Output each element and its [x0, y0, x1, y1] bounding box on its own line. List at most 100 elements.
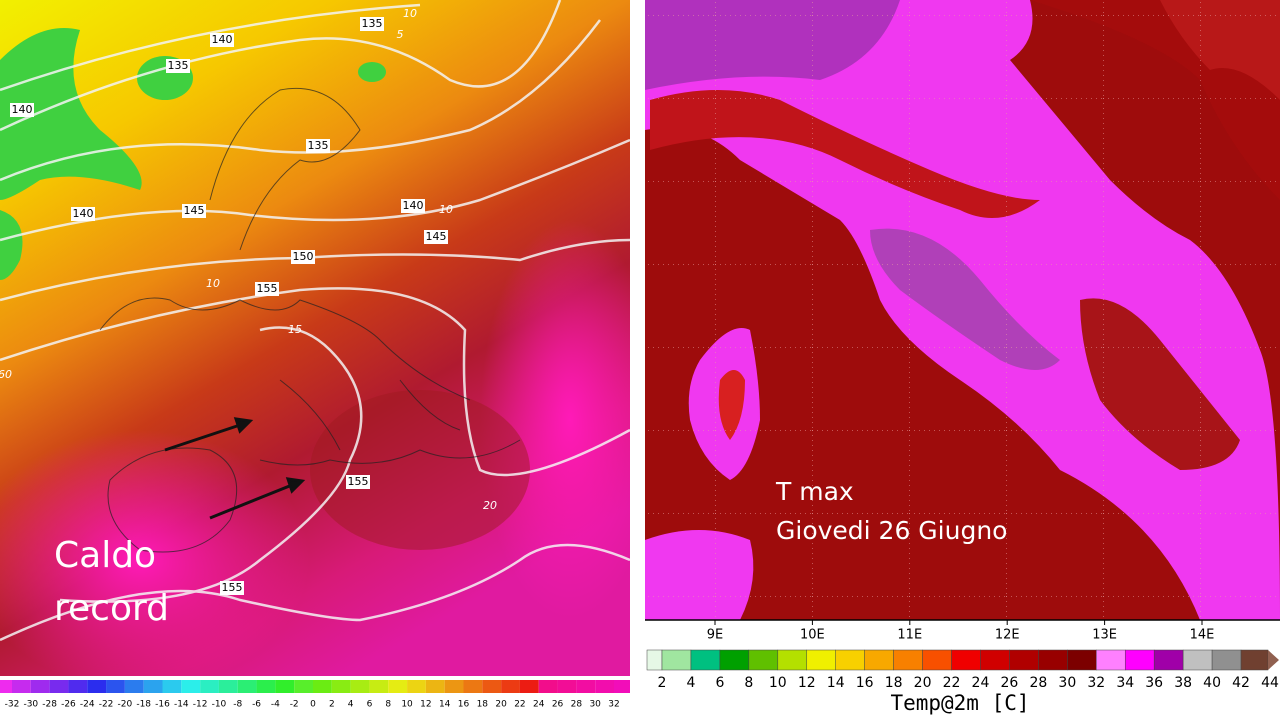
colorbar-label: -6 [252, 700, 261, 710]
label-box [291, 250, 315, 264]
colorbar-swatch [1182, 649, 1213, 671]
colorbar-label: 18 [885, 675, 903, 691]
contour-label: 155 [222, 581, 243, 594]
colorbar-swatch [200, 680, 219, 693]
label-box [401, 199, 425, 213]
colorbar-swatch [806, 649, 836, 671]
colorbar-swatch [482, 680, 502, 693]
colorbar-swatch [1038, 649, 1068, 671]
colorbar-label: -32 [5, 700, 20, 710]
colorbar-swatch [980, 649, 1010, 671]
colorbar-swatch [777, 649, 808, 671]
contour-label: 150 [293, 250, 314, 263]
colorbar-label: 20 [914, 675, 932, 691]
colorbar-label: 40 [1203, 675, 1221, 691]
label-box [424, 230, 448, 244]
colorbar-label: 2 [329, 700, 335, 710]
colorbar-label: 8 [385, 700, 391, 710]
colorbar-swatch [181, 680, 201, 693]
hot-area [0, 430, 310, 690]
colorbar-swatch [501, 680, 520, 693]
colorbar-swatch [893, 649, 923, 671]
colorbar-label: -18 [136, 700, 151, 710]
colorbar-swatch [124, 680, 144, 693]
colorbar-swatch [444, 680, 464, 693]
green-area [358, 62, 386, 82]
contour-label: 145 [426, 230, 447, 243]
colorbar-label: 32 [1087, 675, 1105, 691]
colorbar-swatch [1124, 649, 1155, 671]
colorbar-label: 6 [715, 675, 724, 691]
colorbar-label: 30 [589, 700, 601, 710]
colorbar-swatch [407, 680, 426, 693]
colorbar-label: 28 [571, 700, 583, 710]
colorbar-swatch [87, 680, 107, 693]
colorbar-swatch [463, 680, 483, 693]
colorbar-label: 24 [533, 700, 545, 710]
contours [0, 0, 631, 642]
colorbar-swatch [576, 680, 596, 693]
colorbar-label: 2 [658, 675, 667, 691]
colorbar-label: 22 [943, 675, 961, 691]
label-box [71, 207, 95, 221]
contour-label: 140 [403, 199, 424, 212]
green-area [0, 210, 23, 280]
green-area [0, 28, 142, 200]
colorbar-swatch [922, 649, 952, 671]
colorbar-label: 6 [367, 700, 373, 710]
colorbar-swatch [425, 680, 445, 693]
overlay-text: Giovedi 26 Giugno [776, 516, 1007, 545]
colorbar-label: -14 [174, 700, 189, 710]
colorbar-label: 44 [1261, 675, 1279, 691]
contour-label: 20 [483, 499, 497, 512]
colorbar-swatch [595, 680, 614, 693]
colorbar-swatch [1067, 649, 1097, 671]
colorbar-label: 28 [1029, 675, 1047, 691]
label-box [166, 59, 190, 73]
colorbar-label: 12 [420, 700, 431, 710]
colorbar-label: 4 [686, 675, 695, 691]
contour-label: 140 [73, 207, 94, 220]
colorbar-label: 22 [514, 700, 525, 710]
lon-label: 13E [1092, 628, 1117, 643]
coastlines [99, 87, 521, 553]
colorbar-swatch [30, 680, 50, 693]
overlay-text: record [54, 588, 169, 629]
contour-label: 135 [168, 59, 189, 72]
colorbar-swatch [331, 680, 351, 693]
hot-area [480, 220, 660, 620]
colorbar-swatch [237, 680, 257, 693]
label-box [306, 139, 330, 153]
colorbar-swatch [519, 680, 539, 693]
colorbar-label: 32 [608, 700, 619, 710]
lon-label: 14E [1190, 628, 1215, 643]
colorbar-label: 34 [1116, 675, 1134, 691]
colorbar-label: 10 [401, 700, 413, 710]
contour-label: 5 [397, 28, 404, 41]
colorbar-swatch [369, 680, 389, 693]
colorbar-label: -28 [42, 700, 57, 710]
colorbar-swatch [646, 649, 663, 671]
colorbar-swatch [690, 649, 721, 671]
label-box [210, 33, 234, 47]
lon-label: 9E [707, 628, 724, 643]
colorbar-label: -10 [212, 700, 227, 710]
colorbar-swatch [256, 680, 276, 693]
colorbar-swatch [275, 680, 295, 693]
contour-label: 135 [362, 17, 383, 30]
colorbar-label: 4 [348, 700, 354, 710]
contour-label: 10 [439, 203, 453, 216]
colorbar-label: 30 [1058, 675, 1076, 691]
colorbar-swatch [143, 680, 163, 693]
colorbar-swatch [538, 680, 558, 693]
colorbar-label: 16 [458, 700, 470, 710]
contour-label: 10 [403, 7, 417, 20]
colorbar-label: -8 [233, 700, 242, 710]
divider [630, 0, 645, 720]
colorbar-label: 26 [1001, 675, 1019, 691]
colorbar-title: Temp@2m [C] [890, 691, 1029, 715]
colorbar-swatch [68, 680, 88, 693]
label-box [220, 581, 244, 595]
colorbar-swatch [661, 649, 692, 671]
